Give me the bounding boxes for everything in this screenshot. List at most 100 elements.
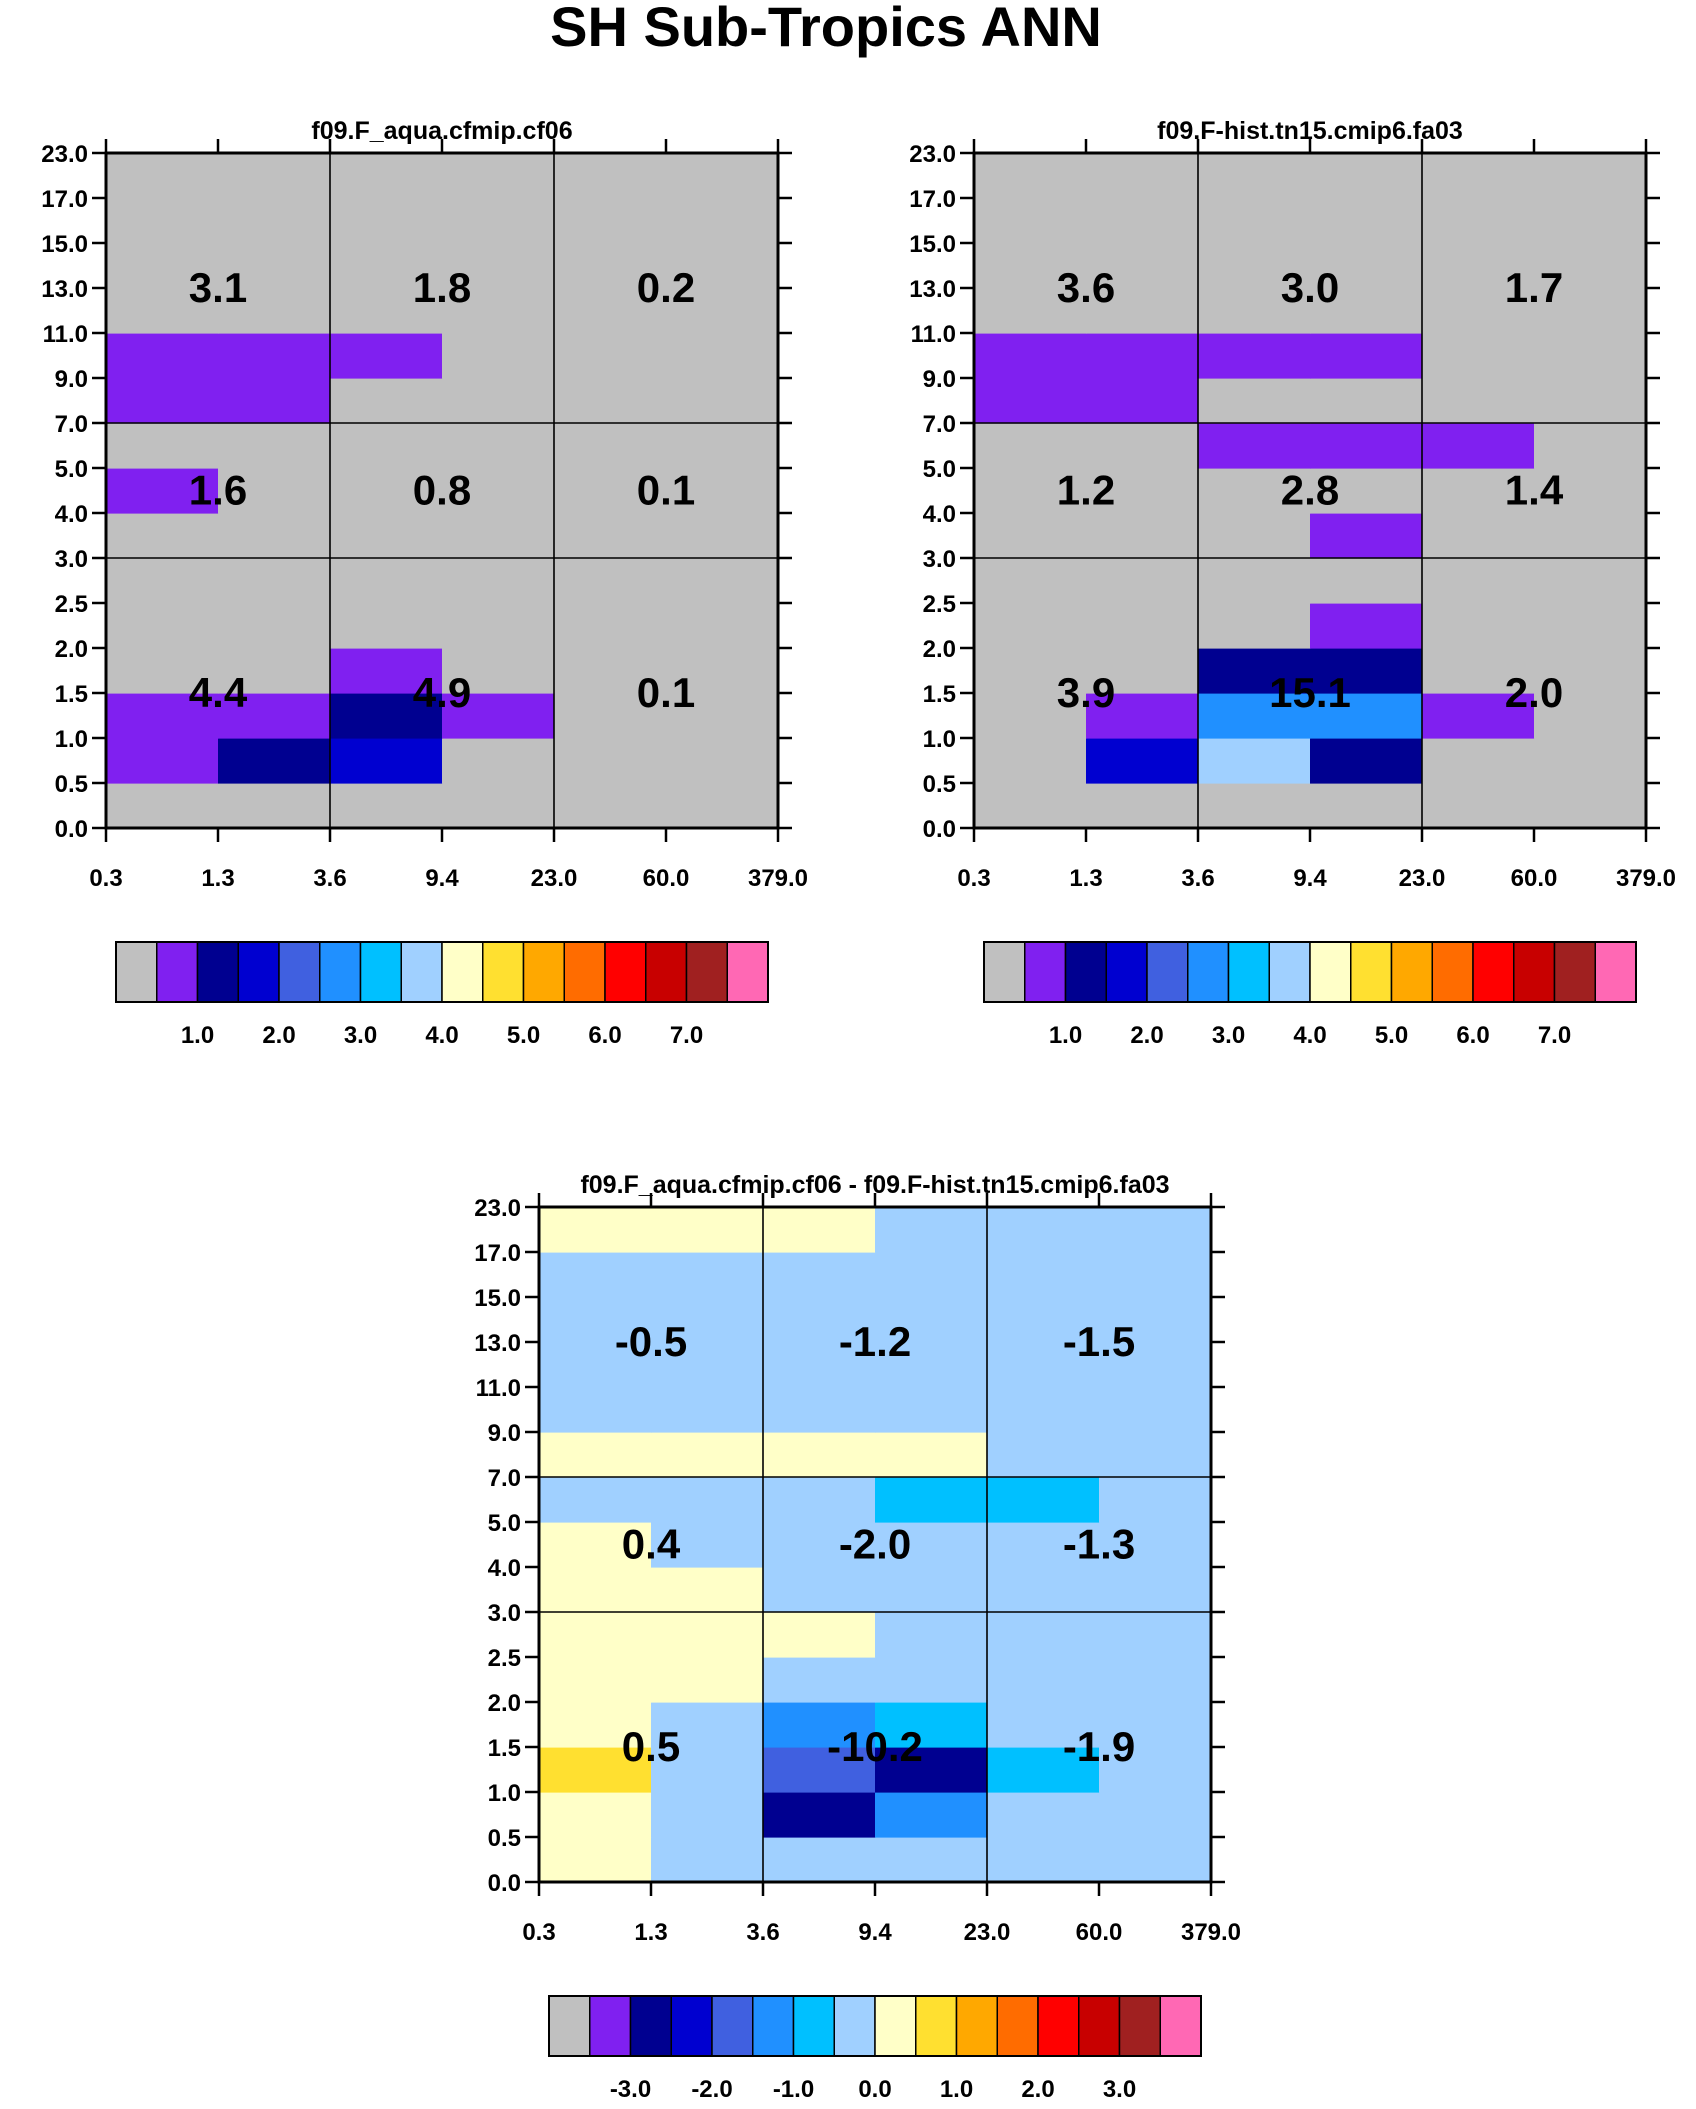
heatmap-cell bbox=[1099, 1612, 1212, 1658]
heatmap-cell bbox=[1534, 243, 1647, 289]
heatmap-cell bbox=[666, 783, 779, 829]
heatmap-cell bbox=[106, 648, 219, 694]
heatmap-cell bbox=[763, 1747, 876, 1793]
heatmap-cell bbox=[651, 1567, 764, 1613]
y-tick-label: 23.0 bbox=[41, 141, 88, 168]
colorbar-swatch bbox=[685, 941, 728, 1003]
colorbar-swatch bbox=[983, 941, 1026, 1003]
heatmap-cell bbox=[330, 603, 443, 649]
heatmap-cell bbox=[1310, 333, 1423, 379]
heatmap-cell bbox=[1086, 513, 1199, 559]
heatmap-cell bbox=[218, 558, 331, 604]
colorbar-swatch bbox=[1227, 941, 1270, 1003]
y-tick-label: 7.0 bbox=[923, 411, 956, 438]
box-value-label: 2.8 bbox=[1281, 467, 1339, 514]
heatmap-cell bbox=[442, 198, 555, 244]
colorbar-swatch bbox=[726, 941, 769, 1003]
heatmap-cell bbox=[218, 423, 331, 469]
heatmap-cell bbox=[1086, 423, 1199, 469]
colorbar-label: 6.0 bbox=[588, 1022, 621, 1049]
heatmap-cell bbox=[1086, 558, 1199, 604]
heatmap-cell bbox=[106, 288, 219, 334]
heatmap-cell bbox=[442, 468, 555, 514]
heatmap-cell bbox=[330, 288, 443, 334]
y-tick-label: 5.0 bbox=[923, 456, 956, 483]
colorbar-swatch bbox=[1118, 1995, 1161, 2057]
heatmap-cell bbox=[763, 1207, 876, 1253]
colorbar-swatch bbox=[833, 1995, 876, 2057]
heatmap-cell bbox=[974, 468, 1087, 514]
heatmap-cell bbox=[539, 1522, 652, 1568]
heatmap-cell bbox=[1534, 738, 1647, 784]
heatmap-cell bbox=[763, 1477, 876, 1523]
box-value-label: 1.2 bbox=[1057, 467, 1115, 514]
heatmap-cell bbox=[763, 1657, 876, 1703]
colorbar-swatch bbox=[319, 941, 362, 1003]
heatmap-cell bbox=[330, 378, 443, 424]
heatmap-cell bbox=[442, 783, 555, 829]
heatmap-cell bbox=[651, 1252, 764, 1298]
heatmap-cell bbox=[1310, 153, 1423, 199]
heatmap-cell bbox=[1198, 333, 1311, 379]
heatmap-cell bbox=[974, 333, 1087, 379]
heatmap-cell bbox=[651, 1207, 764, 1253]
heatmap-cell bbox=[1198, 288, 1311, 334]
y-tick-label: 4.0 bbox=[55, 501, 88, 528]
y-tick-label: 2.5 bbox=[923, 591, 956, 618]
y-tick-label: 3.0 bbox=[923, 546, 956, 573]
y-tick-label: 0.0 bbox=[923, 816, 956, 843]
heatmap-cell bbox=[554, 648, 667, 694]
y-tick-label: 1.5 bbox=[55, 681, 88, 708]
heatmap-cell bbox=[442, 738, 555, 784]
colorbar-swatch bbox=[915, 1995, 958, 2057]
heatmap-cell bbox=[1534, 198, 1647, 244]
heatmap-cell bbox=[1422, 423, 1535, 469]
colorbar-label: 2.0 bbox=[1021, 2076, 1054, 2103]
colorbar-swatch bbox=[1594, 941, 1637, 1003]
heatmap-cell bbox=[442, 333, 555, 379]
box-value-label: 0.8 bbox=[413, 467, 471, 514]
x-tick-label: 0.3 bbox=[89, 865, 122, 892]
heatmap-cell bbox=[1198, 198, 1311, 244]
heatmap-cell bbox=[666, 513, 779, 559]
heatmap-cell bbox=[539, 1702, 652, 1748]
heatmap-cell bbox=[1534, 288, 1647, 334]
heatmap-cell bbox=[1310, 198, 1423, 244]
heatmap-cell bbox=[1198, 738, 1311, 784]
heatmap-cell bbox=[666, 738, 779, 784]
colorbar-label: 3.0 bbox=[344, 1022, 377, 1049]
heatmap-cell bbox=[651, 1612, 764, 1658]
heatmap-cell bbox=[666, 603, 779, 649]
box-value-label: 1.7 bbox=[1505, 264, 1563, 311]
heatmap-cell bbox=[330, 513, 443, 559]
heatmap-cell bbox=[1534, 153, 1647, 199]
heatmap-cell bbox=[1310, 423, 1423, 469]
heatmap-cell bbox=[974, 288, 1087, 334]
colorbar-swatch bbox=[1390, 941, 1433, 1003]
heatmap-cell bbox=[218, 378, 331, 424]
heatmap-cell bbox=[1086, 783, 1199, 829]
box-value-label: 0.5 bbox=[622, 1723, 680, 1770]
box-value-label: -1.3 bbox=[1063, 1521, 1135, 1568]
panel-difference: f09.F_aqua.cfmip.cf06 - f09.F-hist.tn15.… bbox=[474, 1171, 1241, 2103]
heatmap-cell bbox=[218, 243, 331, 289]
colorbar-frame bbox=[548, 1995, 1202, 2057]
x-tick-label: 60.0 bbox=[1511, 865, 1558, 892]
heatmap-cell bbox=[106, 423, 219, 469]
heatmap-cell bbox=[1099, 1297, 1212, 1343]
heatmap-cell bbox=[651, 1342, 764, 1388]
heatmap-cell bbox=[218, 288, 331, 334]
y-tick-label: 0.5 bbox=[55, 771, 88, 798]
colorbar-label: 1.0 bbox=[1049, 1022, 1082, 1049]
heatmap-cell bbox=[974, 783, 1087, 829]
heatmap-cell bbox=[554, 153, 667, 199]
colorbar-swatch bbox=[1472, 941, 1515, 1003]
heatmap-cell bbox=[1198, 513, 1311, 559]
box-value-label: 1.8 bbox=[413, 264, 471, 311]
box-value-label: 0.1 bbox=[637, 467, 695, 514]
heatmap-cell bbox=[651, 1747, 764, 1793]
heatmap-cell bbox=[987, 1477, 1100, 1523]
heatmap-cell bbox=[1086, 153, 1199, 199]
heatmap-cell bbox=[442, 513, 555, 559]
heatmap-cell bbox=[539, 1432, 652, 1478]
